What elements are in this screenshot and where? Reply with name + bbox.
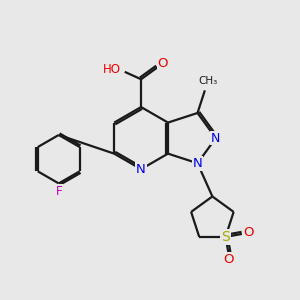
Text: F: F <box>56 185 62 198</box>
Text: N: N <box>193 157 202 170</box>
Text: N: N <box>211 132 220 145</box>
Text: O: O <box>243 226 254 239</box>
Text: O: O <box>223 253 234 266</box>
Text: S: S <box>221 230 230 244</box>
Text: O: O <box>158 57 168 70</box>
Text: HO: HO <box>103 63 121 76</box>
Text: CH₃: CH₃ <box>198 76 218 86</box>
Text: N: N <box>136 163 146 176</box>
